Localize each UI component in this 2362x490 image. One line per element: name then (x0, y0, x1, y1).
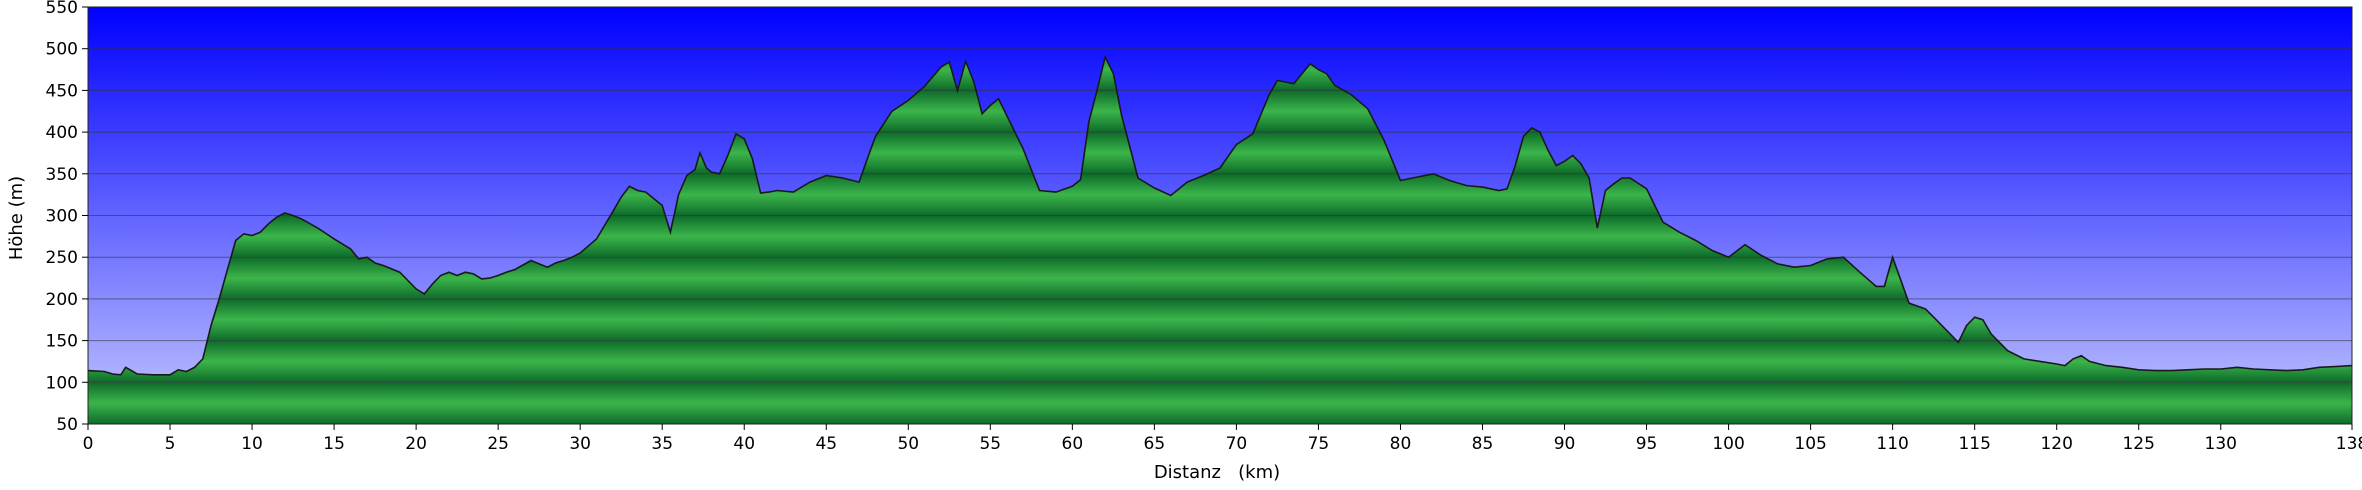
elevation-line (87, 54, 2353, 376)
x-tick-label: 5 (165, 434, 176, 454)
x-tick-label: 35 (651, 434, 673, 454)
x-tick-label: 138 (2336, 434, 2362, 454)
x-tick-label: 90 (1554, 434, 1576, 454)
x-tick-label: 85 (1472, 434, 1494, 454)
x-tick-label: 125 (2122, 434, 2154, 454)
x-tick-label: 95 (1636, 434, 1658, 454)
y-axis-title: Höhe (m) (6, 176, 27, 260)
fill-band (88, 340, 2352, 383)
x-tick-label: 50 (897, 434, 919, 454)
y-tick-label: 150 (46, 332, 78, 352)
x-tick-label: 110 (1876, 434, 1908, 454)
y-tick-label: 350 (46, 165, 78, 185)
y-tick-label: 550 (46, 0, 78, 18)
x-tick-label: 120 (2040, 434, 2072, 454)
x-tick-label: 75 (1308, 434, 1330, 454)
x-tick-label: 55 (979, 434, 1001, 454)
x-tick-label: 70 (1226, 434, 1248, 454)
x-axis-title: Distanz (km) (1154, 462, 1280, 483)
y-tick-label: 450 (46, 81, 78, 101)
x-axis: 0 5 10 15 20 25 30 35 40 45 50 55 60 65 70 75 80 85 90 95 10… (83, 424, 2362, 454)
x-tick-label: 105 (1794, 434, 1826, 454)
y-tick-label: 500 (46, 40, 78, 60)
x-tick-label: 80 (1390, 434, 1412, 454)
y-tick-label: 200 (46, 290, 78, 310)
x-tick-label: 20 (405, 434, 427, 454)
y-tick-label: 300 (46, 207, 78, 227)
x-tick-label: 45 (815, 434, 837, 454)
x-tick-label: 15 (323, 434, 345, 454)
y-axis: 50 100 150 200 250 300 350 400 450 500 550 (46, 0, 88, 435)
x-tick-label: 0 (83, 434, 94, 454)
x-tick-label: 25 (487, 434, 509, 454)
x-tick-label: 130 (2205, 434, 2237, 454)
y-tick-label: 250 (46, 248, 78, 268)
y-tick-label: 100 (46, 373, 78, 393)
y-tick-label: 50 (56, 415, 78, 435)
x-tick-label: 65 (1144, 434, 1166, 454)
x-tick-label: 30 (569, 434, 591, 454)
x-tick-label: 60 (1062, 434, 1084, 454)
x-tick-label: 40 (733, 434, 755, 454)
x-tick-label: 115 (1958, 434, 1990, 454)
y-tick-label: 400 (46, 123, 78, 143)
fill-band (88, 382, 2352, 424)
x-tick-label: 10 (241, 434, 263, 454)
gridlines (88, 48, 2352, 383)
x-tick-label: 100 (1712, 434, 1744, 454)
